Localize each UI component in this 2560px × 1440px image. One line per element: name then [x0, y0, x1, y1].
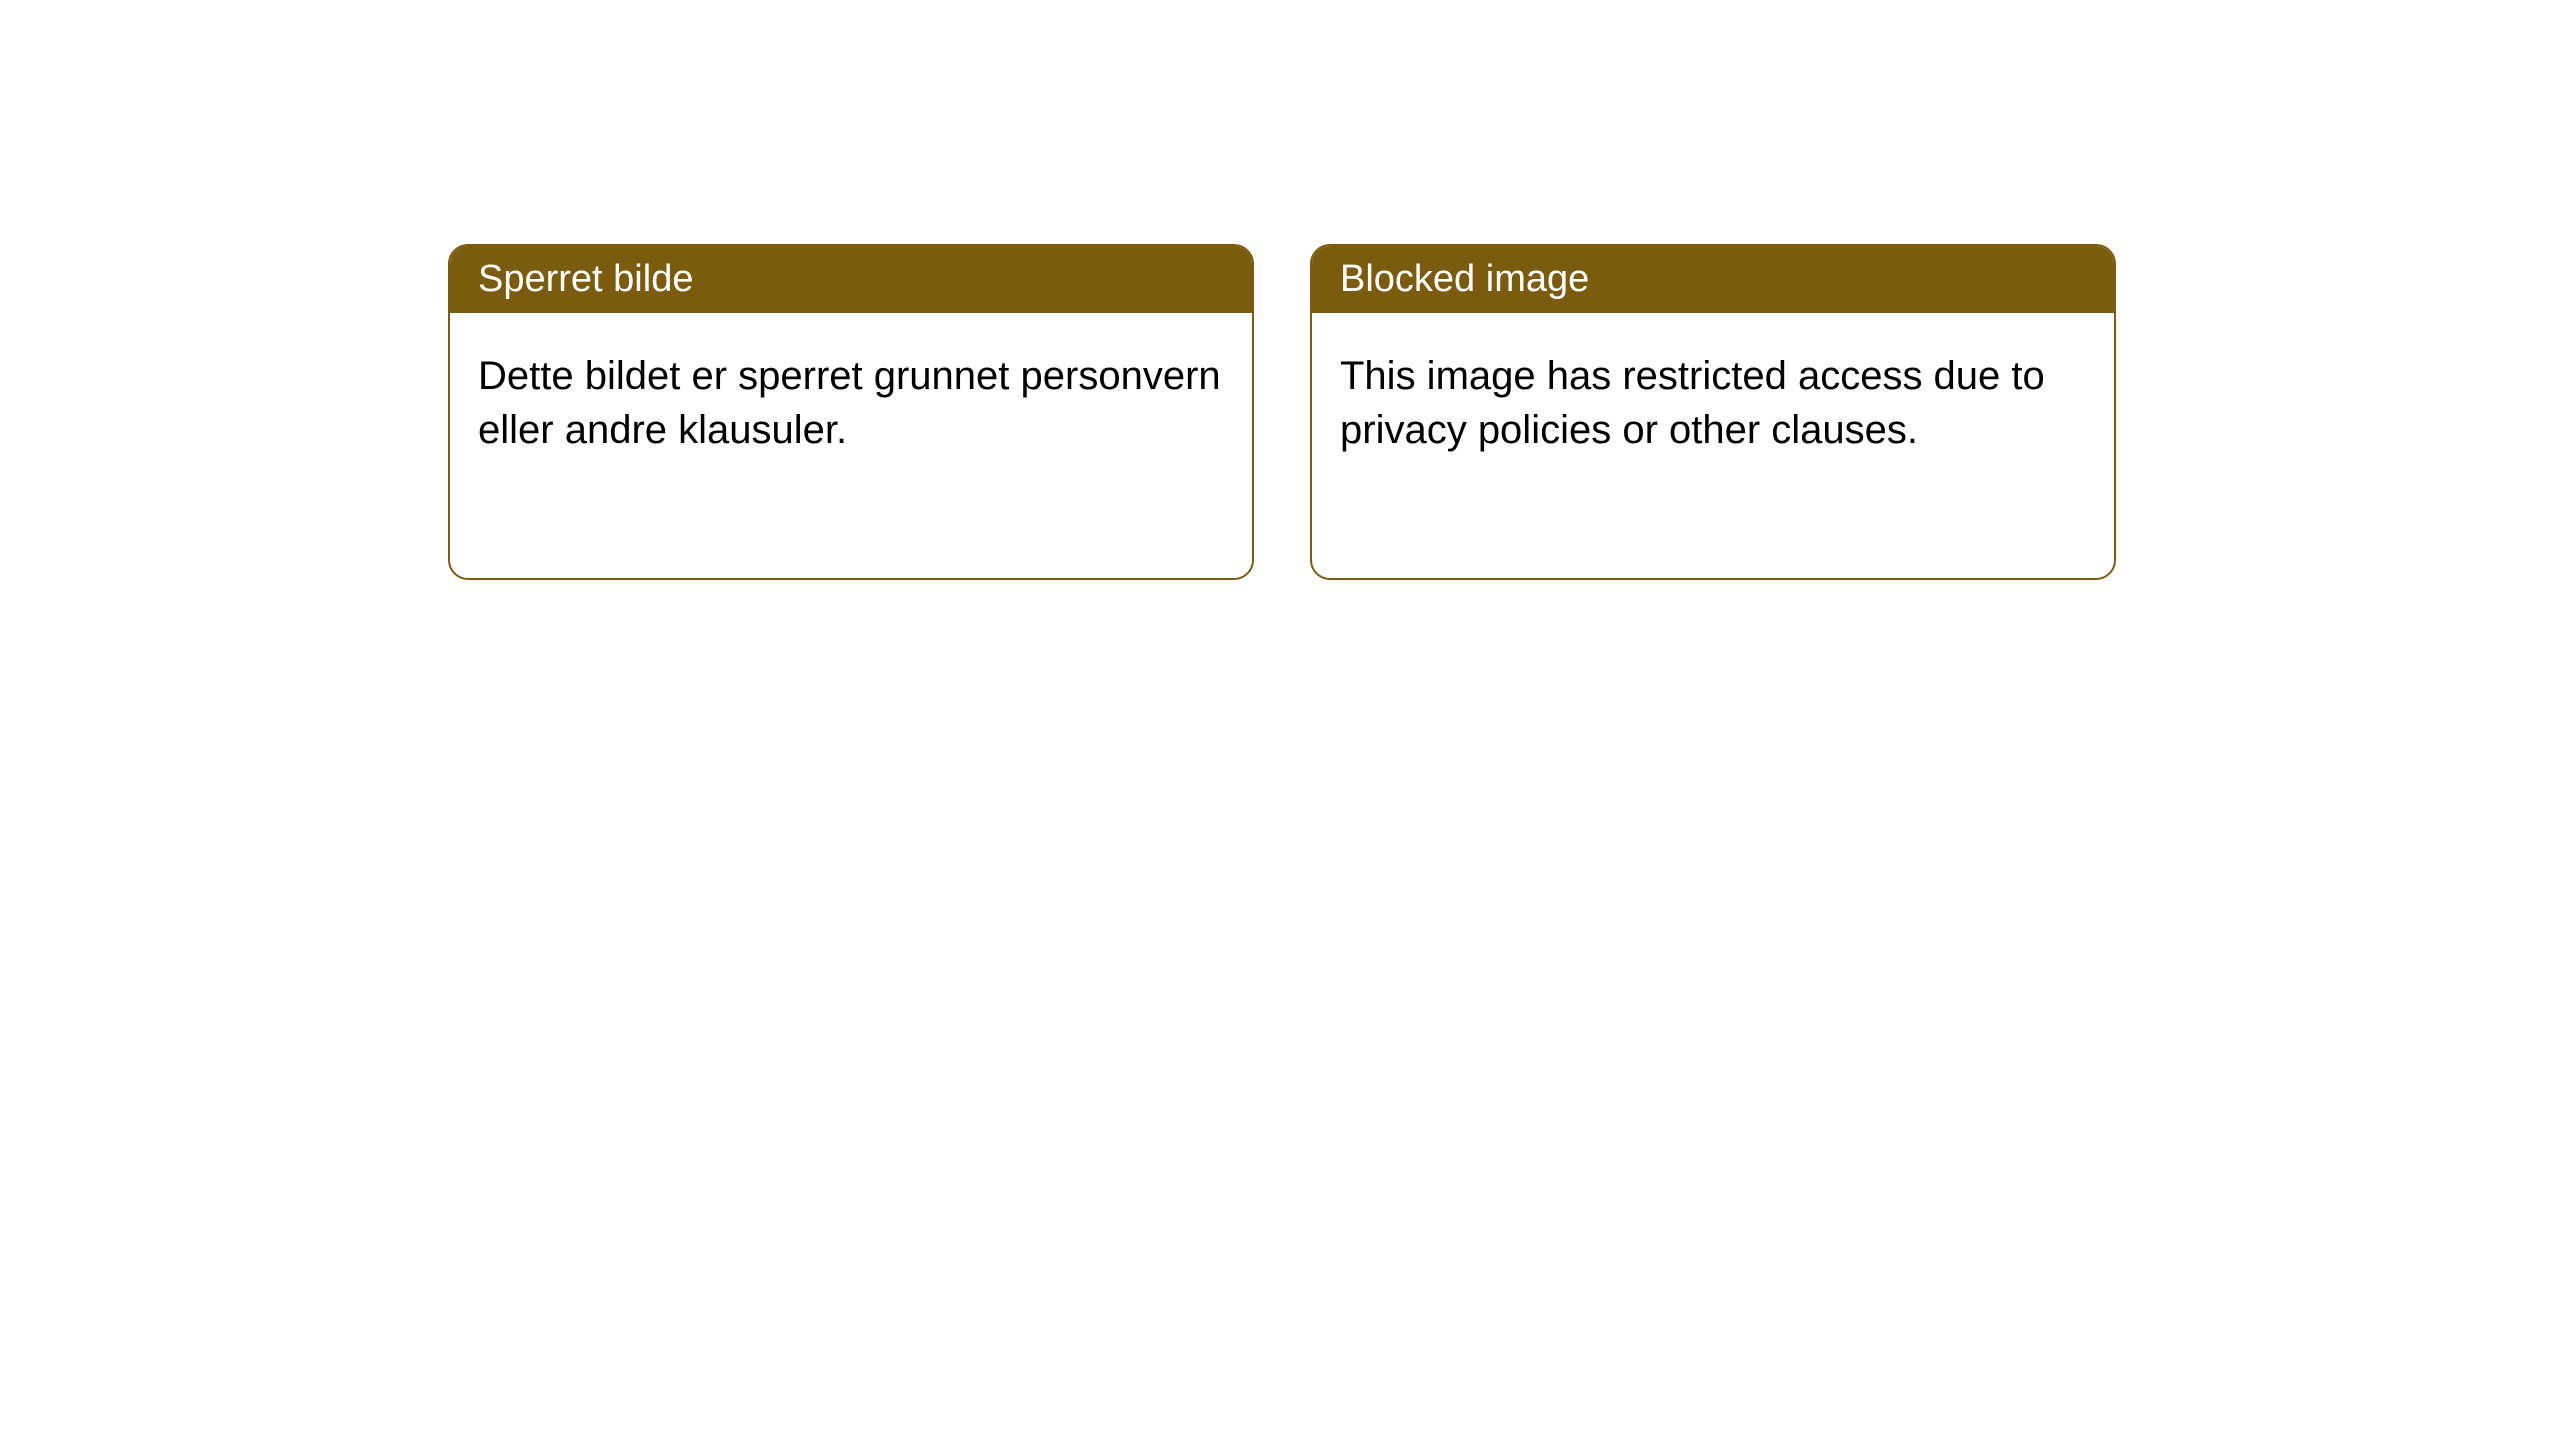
notice-card-title: Blocked image: [1312, 246, 2114, 313]
notice-card-norwegian: Sperret bilde Dette bildet er sperret gr…: [448, 244, 1254, 580]
notice-cards-container: Sperret bilde Dette bildet er sperret gr…: [448, 244, 2116, 580]
notice-card-body: Dette bildet er sperret grunnet personve…: [450, 313, 1252, 493]
notice-card-body: This image has restricted access due to …: [1312, 313, 2114, 493]
notice-card-title: Sperret bilde: [450, 246, 1252, 313]
notice-card-english: Blocked image This image has restricted …: [1310, 244, 2116, 580]
